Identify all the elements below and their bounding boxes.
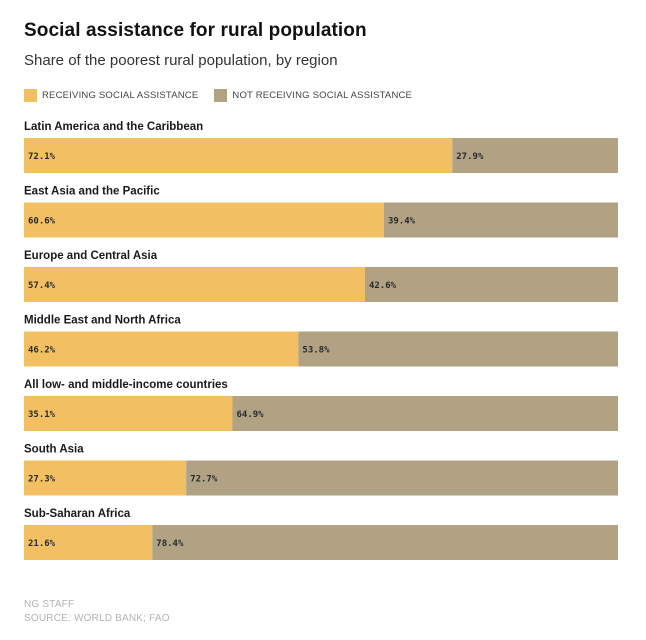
category-label: Sub-Saharan Africa: [24, 508, 131, 520]
value-label-receiving: 72.1%: [28, 152, 56, 162]
bar-group: Middle East and North Africa 46.2% 53.8%: [24, 315, 618, 367]
bar-not-receiving: [232, 396, 618, 431]
bar-receiving: [24, 267, 365, 302]
legend-swatch-receiving: [24, 89, 37, 102]
value-label-receiving: 46.2%: [28, 346, 56, 356]
category-label: All low- and middle-income countries: [24, 379, 228, 391]
category-label: South Asia: [24, 444, 84, 456]
credit-text: NG STAFF: [24, 599, 75, 610]
source-text: SOURCE: WORLD BANK; FAO: [24, 613, 170, 624]
bar-not-receiving: [452, 138, 618, 173]
bar-group: All low- and middle-income countries 35.1…: [24, 379, 618, 431]
bar-receiving: [24, 331, 299, 367]
bar-group: South Asia 27.3% 72.7%: [24, 444, 619, 496]
bar-not-receiving: [152, 525, 618, 560]
bar-receiving: [24, 202, 384, 238]
value-label-receiving: 35.1%: [28, 410, 56, 420]
category-label: Latin America and the Caribbean: [24, 121, 203, 133]
legend-item-not-receiving: NOT RECEIVING SOCIAL ASSISTANCE: [214, 89, 412, 102]
category-label: Europe and Central Asia: [24, 250, 158, 262]
legend-item-receiving: RECEIVING SOCIAL ASSISTANCE: [24, 89, 198, 102]
legend-label-receiving: RECEIVING SOCIAL ASSISTANCE: [42, 90, 199, 101]
chart-title: Social assistance for rural population: [24, 20, 367, 41]
legend-swatch-not-receiving: [214, 89, 228, 102]
value-label-receiving: 27.3%: [28, 475, 56, 485]
value-label-not-receiving: 42.6%: [369, 281, 397, 291]
bar-group: East Asia and the Pacific 60.6% 39.4%: [24, 186, 618, 238]
bar-not-receiving: [186, 460, 619, 496]
legend-label-not-receiving: NOT RECEIVING SOCIAL ASSISTANCE: [232, 90, 413, 101]
value-label-receiving: 60.6%: [28, 217, 56, 227]
value-label-receiving: 57.4%: [28, 281, 56, 291]
chart-legend: RECEIVING SOCIAL ASSISTANCE NOT RECEIVIN…: [24, 89, 428, 102]
value-label-not-receiving: 72.7%: [190, 475, 218, 485]
bar-group: Latin America and the Caribbean 72.1% 27.9…: [24, 121, 618, 173]
category-label: East Asia and the Pacific: [24, 186, 160, 198]
bar-receiving: [24, 138, 453, 173]
bar-group: Europe and Central Asia 57.4% 42.6%: [24, 250, 618, 302]
value-label-not-receiving: 78.4%: [156, 539, 184, 549]
value-label-not-receiving: 64.9%: [236, 410, 264, 420]
bar-receiving: [24, 525, 153, 560]
bar-group: Sub-Saharan Africa 21.6% 78.4%: [24, 508, 618, 560]
chart-subtitle: Share of the poorest rural population, b…: [24, 52, 338, 69]
category-label: Middle East and North Africa: [24, 315, 181, 327]
value-label-not-receiving: 27.9%: [456, 152, 484, 162]
bar-receiving: [24, 460, 187, 496]
bar-receiving: [24, 396, 233, 431]
bar-not-receiving: [298, 331, 618, 367]
value-label-receiving: 21.6%: [28, 539, 56, 549]
bar-not-receiving: [383, 202, 618, 238]
bar-not-receiving: [364, 267, 618, 302]
value-label-not-receiving: 53.8%: [302, 346, 330, 356]
value-label-not-receiving: 39.4%: [388, 217, 416, 227]
